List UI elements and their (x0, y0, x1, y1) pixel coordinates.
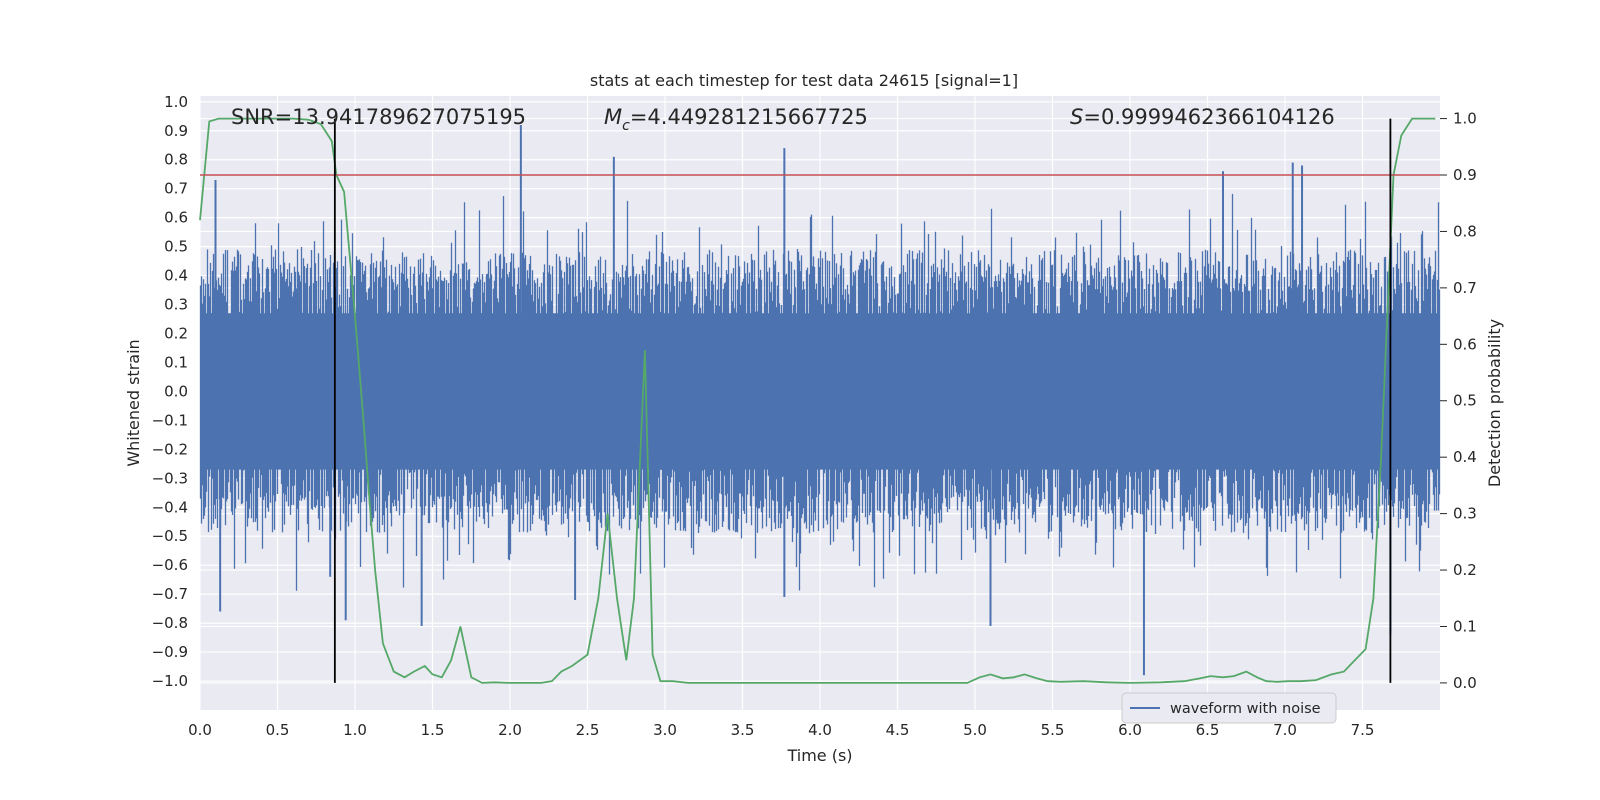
y-tick-label: −0.9 (152, 643, 188, 661)
right-y-tick-label: 0.9 (1453, 166, 1477, 184)
right-y-tick-label: 1.0 (1453, 110, 1477, 128)
x-tick-label: 3.5 (731, 721, 755, 739)
x-tick-label: 2.5 (576, 721, 600, 739)
score-symbol: S (1070, 105, 1083, 129)
y-tick-label: 0.4 (164, 267, 188, 285)
y-tick-labels: 1.0 0.9 0.8 0.7 0.6 0.5 0.4 0.3 0.2 0.1 0.0 −0.1 −0.… (152, 93, 188, 690)
chirp-mass-value: =4.449281215667725 (630, 105, 868, 129)
waveform-series (199, 124, 1441, 676)
y-axis-label: Whitened strain (124, 339, 143, 466)
y-tick-label: −0.5 (152, 527, 188, 545)
y-tick-label: 0.9 (164, 122, 188, 140)
event-markers (333, 118, 1392, 683)
x-tick-label: 5.0 (963, 721, 987, 739)
x-tick-label: 0.0 (188, 721, 212, 739)
right-y-tick-label: 0.1 (1453, 617, 1477, 635)
y-tick-label: 0.2 (164, 324, 188, 342)
snr-annotation: SNR=13.941789627075195 (231, 105, 526, 129)
y-tick-label: −0.1 (152, 411, 188, 429)
y-tick-label: 0.3 (164, 296, 188, 314)
x-tick-label: 5.5 (1041, 721, 1065, 739)
probability-series (199, 117, 1436, 684)
right-y-tick-label: 0.3 (1453, 505, 1477, 523)
x-tick-label: 2.0 (498, 721, 522, 739)
waveform-core (200, 313, 1440, 470)
y-tick-label: 1.0 (164, 93, 188, 111)
legend-box (1121, 692, 1337, 724)
legend: waveform with noise (1121, 692, 1337, 724)
y-tick-label: −0.2 (152, 440, 188, 458)
x-tick-label: 7.0 (1273, 721, 1297, 739)
y-tick-label: 0.1 (164, 353, 188, 371)
probability-line (199, 117, 1436, 684)
right-y-tick-label: 0.8 (1453, 222, 1477, 240)
right-y-tick-label: 0.6 (1453, 335, 1477, 353)
score-annotation: S=0.9999462366104126 (1070, 105, 1335, 129)
x-tick-labels: 0.0 0.5 1.0 1.5 2.0 2.5 3.0 3.5 4.0 4.5 5.0 5.5 6.0 6… (188, 721, 1374, 739)
right-y-axis-label: Detection probability (1485, 319, 1504, 487)
x-tick-label: 1.0 (343, 721, 367, 739)
y-tick-label: 0.5 (164, 238, 188, 256)
chirp-mass-annotation: Mc=4.449281215667725 (604, 105, 868, 134)
x-tick-label: 4.0 (808, 721, 832, 739)
right-y-tick-label: 0.0 (1453, 674, 1477, 692)
y-tick-label: −0.8 (152, 614, 188, 632)
right-y-tick-label: 0.5 (1453, 392, 1477, 410)
y-tick-label: 0.8 (164, 151, 188, 169)
x-tick-label: 7.5 (1351, 721, 1375, 739)
score-value: =0.9999462366104126 (1083, 105, 1334, 129)
x-axis-label: Time (s) (786, 746, 852, 765)
chart-title: stats at each timestep for test data 246… (590, 71, 1018, 90)
right-y-tick-label: 0.7 (1453, 279, 1477, 297)
y-tick-label: 0.7 (164, 180, 188, 198)
y-tick-label: −0.7 (152, 585, 188, 603)
x-tick-label: 6.5 (1196, 721, 1220, 739)
right-y-tick-label: 0.2 (1453, 561, 1477, 579)
x-tick-label: 3.0 (653, 721, 677, 739)
y-tick-label: −0.3 (152, 469, 188, 487)
right-y-tick-labels: 1.0 0.9 0.8 0.7 0.6 0.5 0.4 0.3 0.2 0.1 0.0 (1440, 110, 1477, 692)
x-tick-label: 1.5 (421, 721, 445, 739)
chirp-mass-symbol: M (604, 105, 622, 129)
y-tick-label: −1.0 (152, 672, 188, 690)
chirp-mass-subscript: c (622, 118, 630, 134)
y-tick-label: −0.4 (152, 498, 188, 516)
y-tick-label: −0.6 (152, 556, 188, 574)
right-y-tick-label: 0.4 (1453, 448, 1477, 466)
legend-label: waveform with noise (1170, 701, 1321, 717)
x-tick-label: 6.0 (1118, 721, 1142, 739)
x-tick-label: 4.5 (886, 721, 910, 739)
y-tick-label: 0.6 (164, 209, 188, 227)
x-tick-label: 0.5 (266, 721, 290, 739)
y-tick-label: 0.0 (164, 382, 188, 400)
